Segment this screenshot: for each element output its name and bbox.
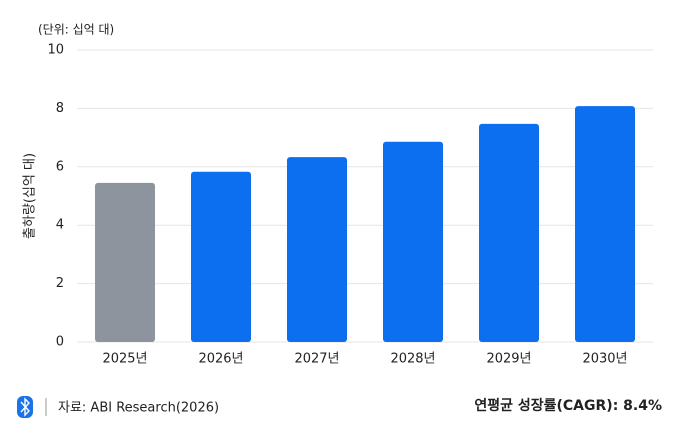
bar [479,123,539,342]
source: 자료: ABI Research(2026) [58,401,219,416]
y-tick-label: 8 [56,101,64,116]
bluetooth-icon [17,396,33,418]
x-tick-label: 2028년 [390,352,435,367]
cagr-note: 연평균 성장률(CAGR): 8.4% [474,397,662,414]
bar [95,182,155,342]
x-tick-label: 2030년 [582,352,627,367]
bar [383,141,443,342]
unit-note: (단위: 십억 대) [38,23,114,37]
x-tick-label: 2026년 [198,352,243,367]
x-tick-label: 2027년 [294,352,339,367]
y-tick-label: 2 [56,276,64,291]
y-tick-label: 4 [56,218,64,233]
bar [287,157,347,342]
x-tick-label: 2025년 [102,352,147,367]
y-axis-label: 출하량(십억 대) [23,153,38,239]
y-tick-label: 10 [47,43,64,58]
y-tick-label: 0 [56,335,64,350]
bar [191,171,251,342]
bar [575,106,635,343]
x-tick-label: 2029년 [486,352,531,367]
y-tick-label: 6 [56,159,64,174]
